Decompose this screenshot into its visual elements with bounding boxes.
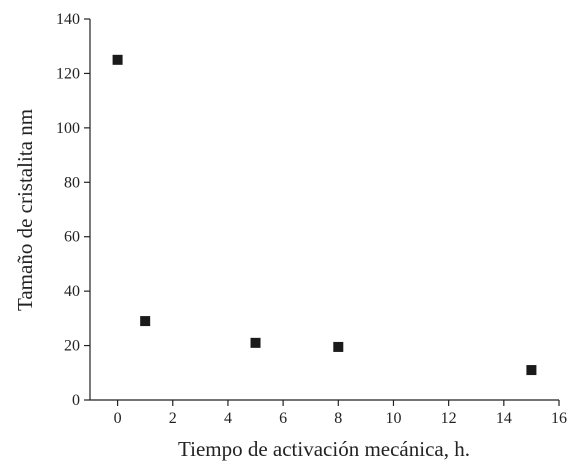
y-tick-label: 60 [64, 229, 80, 246]
point [140, 316, 151, 327]
y-tick-label: 40 [64, 283, 80, 300]
point [112, 54, 123, 65]
y-tick-label: 80 [64, 174, 80, 191]
x-tick-label: 12 [441, 410, 457, 427]
y-tick-label: 20 [64, 338, 80, 355]
x-tick-label: 16 [551, 410, 567, 427]
y-tick-label: 100 [56, 120, 80, 137]
x-tick-label: 4 [224, 410, 232, 427]
x-axis-title: Tiempo de activación mecánica, h. [178, 437, 470, 461]
x-tick-label: 2 [169, 410, 177, 427]
x-tick-label: 0 [114, 410, 122, 427]
y-tick-label: 0 [72, 392, 80, 409]
y-axis-title: Tamaño de cristalita nm [13, 109, 37, 311]
x-tick-label: 10 [385, 410, 401, 427]
point [250, 337, 261, 348]
point [526, 365, 537, 376]
x-tick-label: 14 [496, 410, 512, 427]
y-tick-label: 120 [56, 65, 80, 82]
point [333, 341, 344, 352]
x-tick-label: 8 [334, 410, 342, 427]
y-tick-label: 140 [56, 11, 80, 28]
x-tick-label: 6 [279, 410, 287, 427]
